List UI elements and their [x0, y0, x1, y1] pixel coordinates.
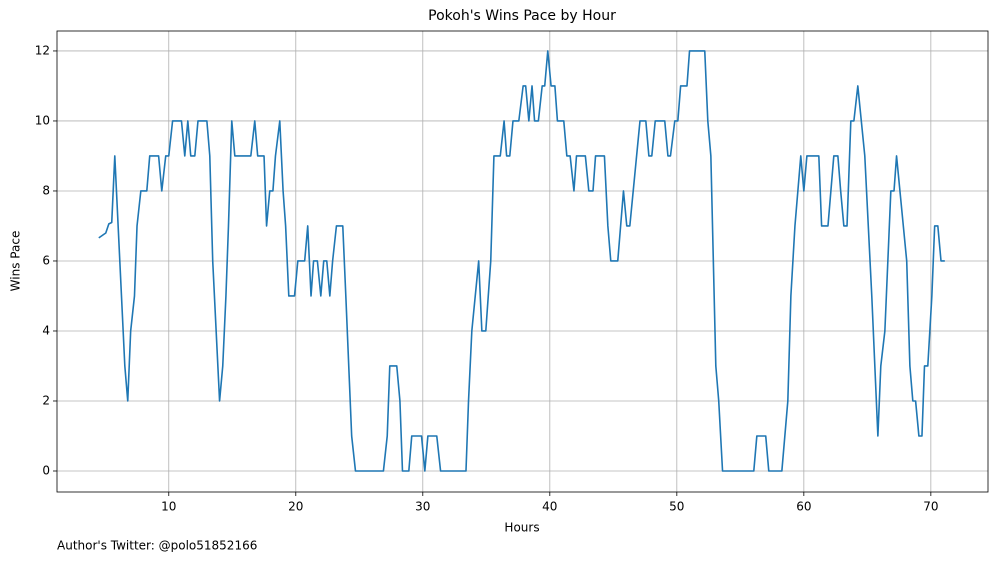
x-tick-label: 50 — [669, 500, 684, 514]
x-tick-label: 60 — [796, 500, 811, 514]
y-tick-label: 10 — [35, 113, 50, 127]
x-tick-label: 30 — [415, 500, 430, 514]
y-tick-label: 4 — [42, 323, 50, 337]
line-series — [98, 50, 945, 472]
x-tick-label: 70 — [923, 500, 938, 514]
y-axis-label: Wins Pace — [9, 231, 23, 292]
x-axis-label: Hours — [504, 521, 539, 535]
y-tick-label: 8 — [42, 183, 50, 197]
chart-title: Pokoh's Wins Pace by Hour — [428, 8, 616, 24]
x-tick-label: 20 — [288, 500, 303, 514]
y-tick-label: 12 — [35, 43, 50, 57]
y-tick-label: 0 — [42, 463, 50, 477]
footnote: Author's Twitter: @polo51852166 — [57, 539, 257, 553]
x-tick-label: 10 — [161, 500, 176, 514]
y-tick-label: 2 — [42, 393, 50, 407]
plot-frame — [56, 30, 989, 493]
x-tick-label: 40 — [542, 500, 557, 514]
y-tick-label: 6 — [42, 253, 50, 267]
